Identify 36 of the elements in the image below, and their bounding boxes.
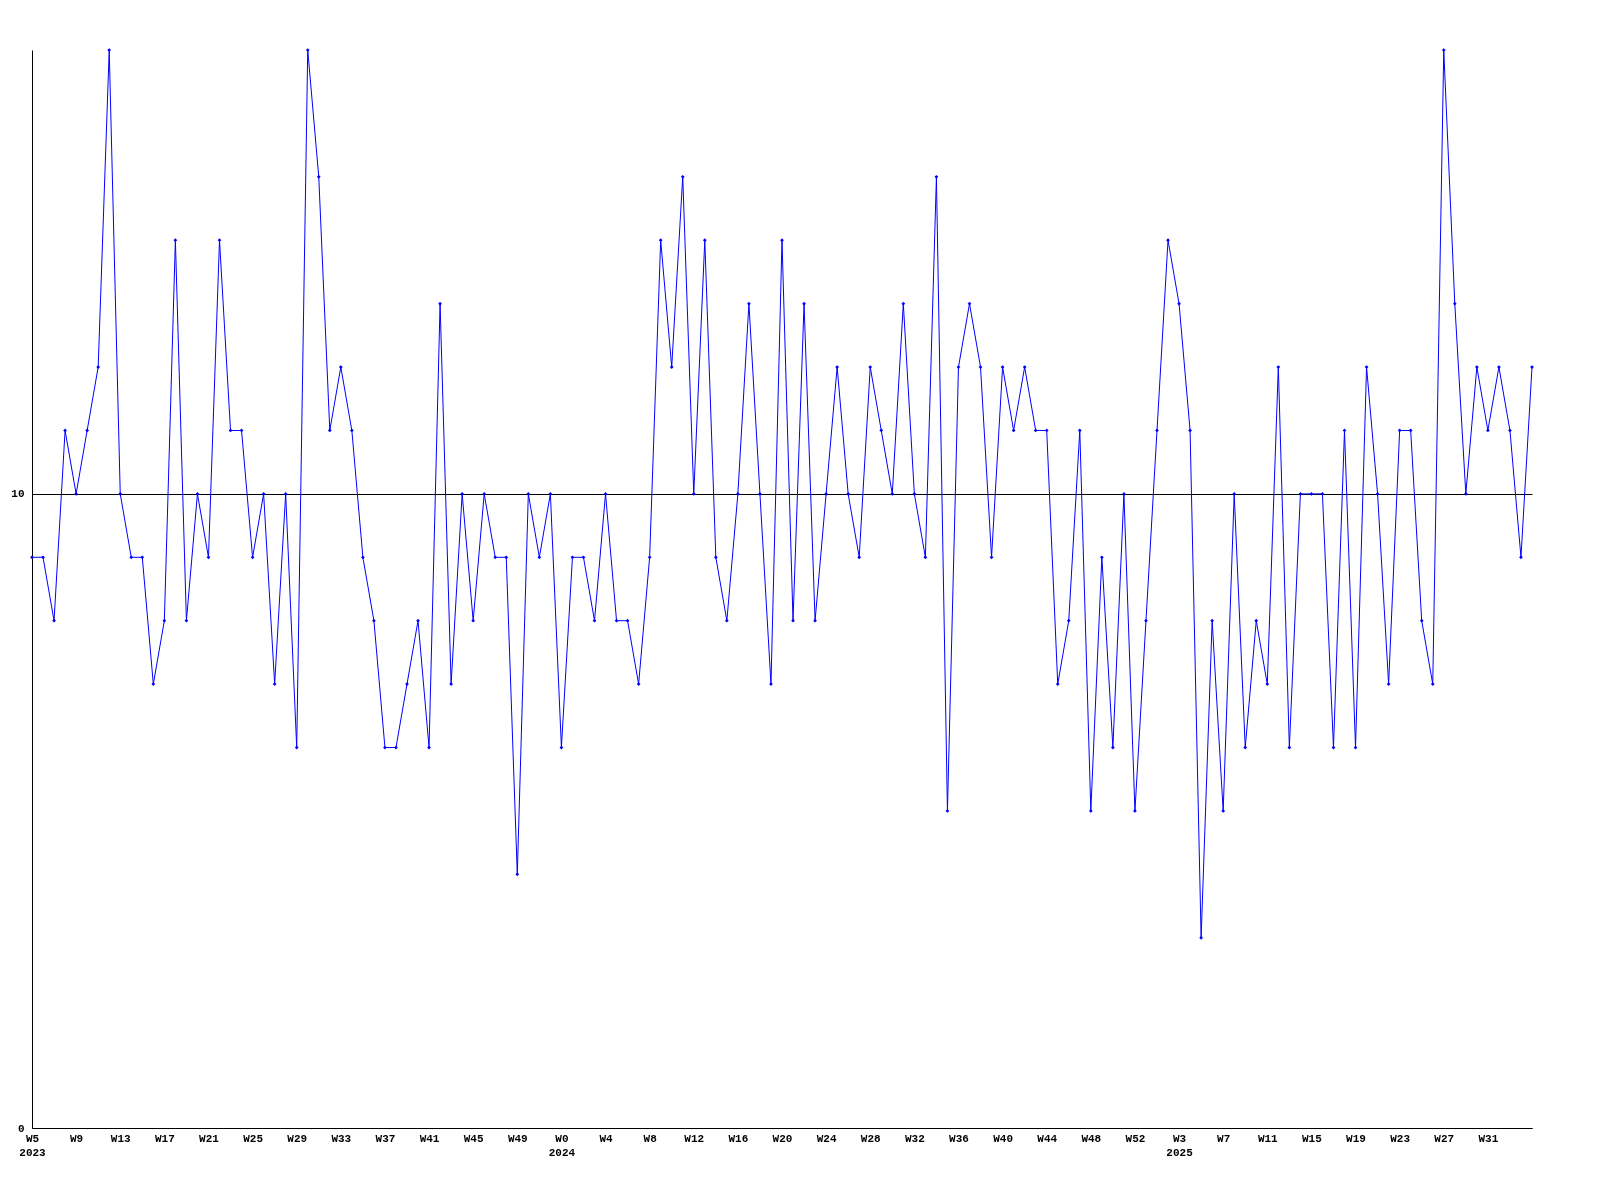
x-tick-label: W12 — [684, 1132, 705, 1145]
x-tick-label: W28 — [860, 1132, 882, 1145]
x-tick-label: W5 2023 — [19, 1132, 47, 1159]
x-tick-label: W7 — [1217, 1132, 1231, 1145]
x-tick-label: W4 — [599, 1132, 614, 1145]
x-tick-label: W52 — [1125, 1132, 1146, 1145]
x-tick-label: W8 — [643, 1132, 658, 1145]
y-tick-label: 0 — [17, 1122, 25, 1135]
x-tick-label: W32 — [904, 1132, 925, 1145]
x-tick-label: W24 — [816, 1132, 837, 1145]
x-tick-label: W37 — [375, 1132, 396, 1145]
x-tick-label: W15 — [1302, 1132, 1323, 1145]
x-tick-label: W17 — [154, 1132, 175, 1145]
x-tick-label: W11 — [1257, 1132, 1279, 1145]
x-tick-label: W21 — [199, 1132, 220, 1145]
x-tick-label: W19 — [1346, 1132, 1366, 1145]
x-tick-label: W20 — [772, 1132, 793, 1145]
y-tick-label: 10 — [11, 488, 25, 501]
x-tick-label: W29 — [287, 1132, 308, 1145]
x-tick-label: W44 — [1037, 1132, 1058, 1145]
x-tick-label: W0 2024 — [548, 1132, 576, 1159]
x-tick-label: W31 — [1478, 1132, 1499, 1145]
x-tick-label: W25 — [243, 1132, 264, 1145]
x-tick-label: W40 — [993, 1132, 1013, 1145]
x-tick-label: W16 — [728, 1132, 749, 1145]
x-tick-label: W3 2025 — [1166, 1132, 1194, 1159]
x-tick-label: W36 — [949, 1132, 969, 1145]
x-tick-label: W49 — [507, 1132, 528, 1145]
x-tick-label: W45 — [463, 1132, 484, 1145]
x-tick-label: W13 — [110, 1132, 132, 1145]
x-tick-label: W27 — [1434, 1132, 1455, 1145]
x-tick-label: W23 — [1390, 1132, 1411, 1145]
x-tick-label: W48 — [1081, 1132, 1102, 1145]
x-tick-label: W33 — [331, 1132, 352, 1145]
x-tick-label: W41 — [419, 1132, 440, 1145]
x-tick-label: W9 — [70, 1132, 84, 1145]
